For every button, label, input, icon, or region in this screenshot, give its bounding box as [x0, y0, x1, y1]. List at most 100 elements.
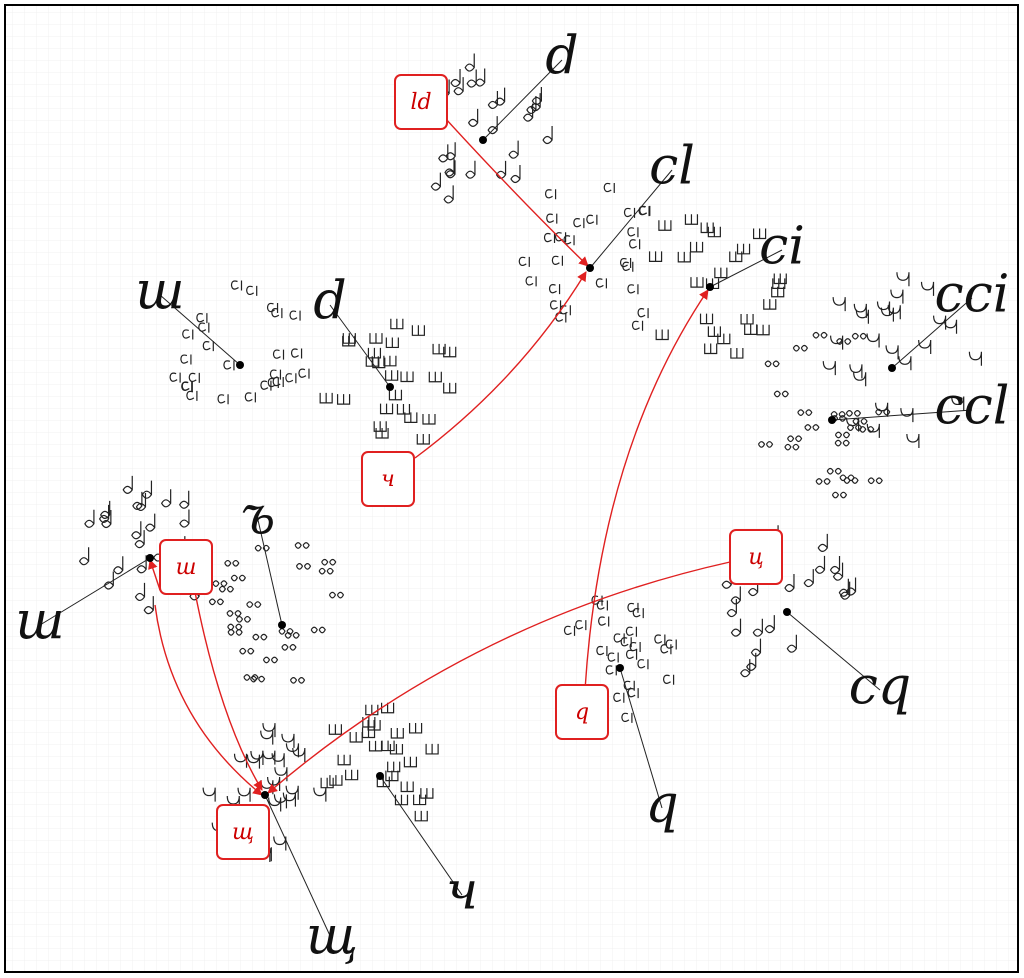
glyph	[689, 241, 704, 253]
glyph	[518, 256, 530, 267]
glyph	[660, 644, 672, 655]
glyph	[390, 318, 404, 330]
leader-line	[159, 294, 241, 366]
glyph	[413, 794, 427, 806]
glyph	[771, 286, 785, 298]
glyph	[920, 281, 935, 296]
glyph	[832, 297, 846, 312]
glyph	[310, 626, 326, 634]
glyph	[432, 343, 446, 355]
glyph	[867, 477, 883, 485]
glyph	[726, 599, 737, 618]
cluster-label: ш	[135, 262, 184, 322]
cluster-label: ш	[15, 592, 64, 652]
glyph	[632, 608, 644, 619]
glyph	[227, 623, 243, 631]
leader-line	[831, 409, 973, 421]
cluster-label: ъ	[241, 487, 276, 547]
glyph	[320, 777, 334, 789]
glyph	[747, 578, 759, 597]
glyph	[951, 396, 965, 411]
glyph	[230, 280, 243, 291]
glyph	[385, 770, 399, 782]
glyph	[721, 570, 732, 589]
glyph	[474, 68, 486, 87]
glyph	[400, 781, 414, 793]
glyph	[294, 542, 310, 549]
glyph	[684, 214, 699, 225]
glyph	[851, 332, 867, 340]
glyph	[428, 371, 442, 383]
glyph	[658, 220, 672, 231]
glyph	[875, 402, 889, 417]
glyph	[230, 574, 246, 582]
glyph	[603, 182, 615, 193]
glyph	[563, 625, 576, 636]
glyph	[900, 408, 914, 423]
glyph	[345, 769, 359, 781]
glyph	[730, 586, 741, 605]
glyph	[704, 343, 718, 355]
glyph	[246, 285, 258, 296]
cluster-center	[278, 621, 286, 629]
glyph	[637, 308, 649, 319]
leader-line	[379, 775, 463, 896]
glyph	[763, 299, 777, 310]
glyph	[627, 688, 639, 699]
arrows	[148, 117, 731, 796]
glyph	[403, 756, 418, 768]
glyph	[136, 555, 147, 574]
glyph	[849, 364, 863, 379]
glyph	[554, 232, 567, 243]
glyph	[620, 637, 632, 648]
cluster-label: cq	[849, 657, 911, 717]
glyph	[792, 344, 809, 352]
leader-line	[709, 249, 783, 288]
glyph	[99, 500, 111, 519]
glyph	[700, 222, 714, 234]
glyph	[546, 213, 558, 224]
glyph	[845, 410, 862, 417]
glyph	[284, 632, 300, 639]
leader-line	[482, 59, 563, 141]
glyph	[223, 360, 235, 371]
glyph	[744, 324, 758, 335]
glyph	[829, 556, 841, 575]
glyph	[836, 338, 852, 345]
cluster-center	[146, 554, 154, 562]
glyph	[246, 754, 261, 769]
glyph	[522, 103, 534, 122]
glyph	[425, 743, 439, 755]
glyph	[757, 441, 774, 448]
leader-line	[619, 667, 663, 809]
glyph	[237, 787, 251, 802]
glyph	[400, 371, 414, 383]
glyph	[887, 305, 901, 320]
glyph	[875, 408, 891, 416]
highlight-box	[361, 451, 415, 507]
arrow	[194, 591, 263, 791]
glyph	[613, 633, 625, 644]
glyph	[268, 797, 282, 812]
glyph	[180, 354, 192, 365]
cluster-label: cl	[649, 137, 695, 197]
cluster-label: ccl	[935, 377, 1010, 437]
glyph	[246, 601, 262, 608]
glyph	[968, 351, 983, 366]
glyph	[677, 251, 691, 263]
cluster-center	[888, 364, 896, 372]
glyph	[282, 792, 296, 807]
glyph	[822, 361, 836, 376]
glyph	[464, 53, 475, 72]
glyph	[654, 634, 666, 645]
glyph	[298, 368, 310, 379]
arrow	[584, 289, 709, 691]
glyph	[629, 239, 641, 250]
box-glyph: ц	[748, 545, 763, 570]
highlight-box	[394, 74, 448, 130]
box-glyph: ч	[381, 467, 395, 492]
cluster-center	[376, 772, 384, 780]
leader-line	[589, 169, 673, 269]
highlight-box	[216, 804, 270, 860]
